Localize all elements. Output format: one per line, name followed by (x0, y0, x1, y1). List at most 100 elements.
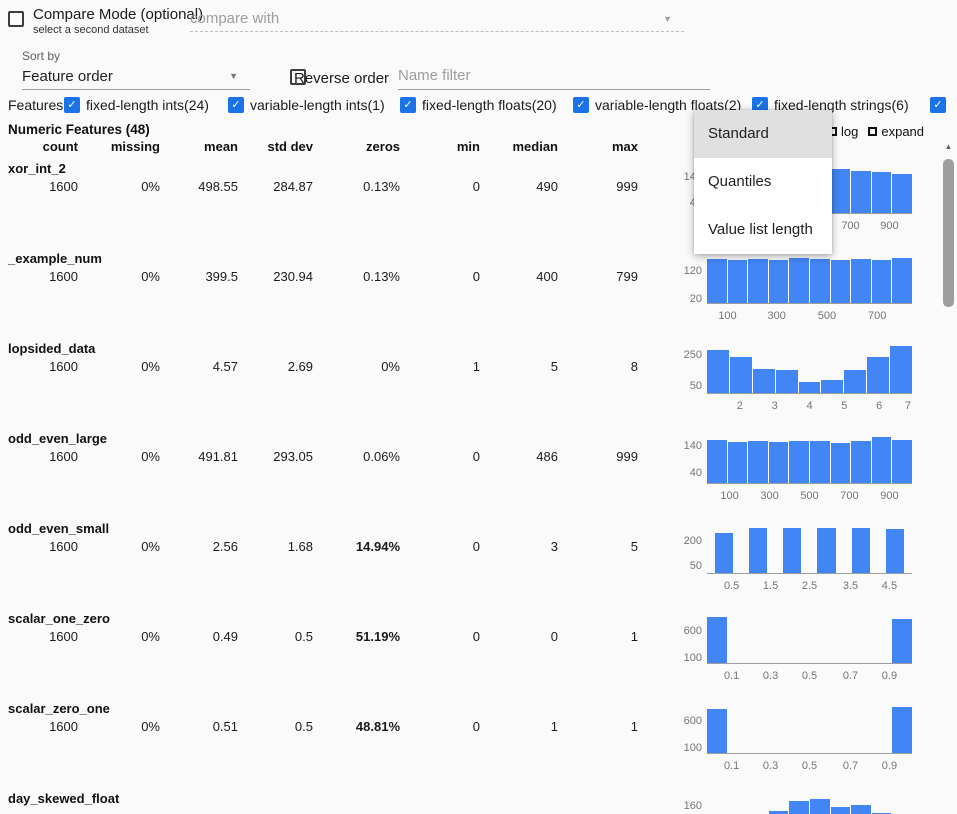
feature-row-odd-even-small: odd_even_small 1600 0% 2.56 1.68 14.94% 0 3 5 200… (0, 515, 924, 605)
scrollbar-thumb[interactable] (943, 159, 954, 307)
menu-item-standard[interactable]: Standard (694, 110, 832, 158)
feature-type-filter-item[interactable] (930, 96, 952, 114)
stat-std-dev: 2.69 (287, 359, 313, 374)
feature-type-checkbox[interactable] (400, 97, 416, 113)
feature-type-filters: fixed-length ints(24) variable-length int… (0, 96, 957, 114)
histogram-plot (707, 345, 913, 394)
histogram-bar (892, 707, 912, 753)
feature-type-label: fixed-length ints(24) (86, 97, 209, 113)
stat-std-dev: 284.87 (273, 179, 313, 194)
compare-mode-checkbox[interactable] (8, 11, 24, 27)
features-filter-label: Features: (8, 97, 68, 113)
histogram-bar (798, 382, 821, 393)
scrollbar-up-icon[interactable]: ▲ (944, 142, 953, 151)
column-header-std-dev: std dev (267, 139, 313, 154)
histogram-bar (830, 169, 851, 213)
stat-count: 1600 (49, 449, 78, 464)
y-axis-label: 50 (689, 559, 702, 572)
feature-type-checkbox[interactable] (752, 97, 768, 113)
stat-count: 1600 (49, 719, 78, 734)
expand-toggle[interactable]: expand (868, 124, 924, 139)
histogram-chart: 16040 (648, 795, 953, 814)
log-toggle[interactable]: log (828, 124, 858, 139)
stat-mean: 498.55 (198, 179, 238, 194)
x-axis-label: 7 (904, 400, 911, 412)
feature-type-filter-variable-length-ints-1[interactable]: variable-length ints(1) (228, 96, 385, 114)
feature-name: scalar_zero_one (8, 701, 110, 716)
stat-min: 0 (472, 269, 480, 284)
stat-mean: 4.57 (212, 359, 238, 374)
feature-type-label: variable-length ints(1) (250, 97, 385, 113)
histogram-plot (707, 795, 912, 814)
histogram-bar (768, 811, 789, 814)
histogram-bar (871, 260, 892, 303)
section-title: Numeric Features (48) (8, 122, 150, 137)
feature-type-checkbox[interactable] (573, 97, 589, 113)
histogram-bar (752, 369, 775, 393)
stat-zeros: 51.19% (355, 629, 400, 644)
feature-type-filter-fixed-length-ints-24[interactable]: fixed-length ints(24) (64, 96, 209, 114)
stat-zeros: 14.94% (355, 539, 400, 554)
feature-row-lopsided-data: lopsided_data 1600 0% 4.57 2.69 0% 1 5 8 250 50 2 3 4… (0, 335, 924, 425)
x-axis-label: 5 (841, 400, 848, 412)
reverse-order-checkbox[interactable] (290, 69, 307, 85)
sort-order-select[interactable]: Feature order ▼ (22, 63, 250, 90)
feature-type-filter-variable-length-floats-2[interactable]: variable-length floats(2) (573, 96, 741, 114)
reverse-order-label: Reverse order (294, 70, 390, 87)
stat-missing: 0% (141, 539, 160, 554)
y-axis-label: 20 (689, 292, 702, 305)
compare-mode-label: Compare Mode (optional) (33, 6, 204, 23)
scrollbar-track[interactable]: ▲ (940, 139, 957, 814)
compare-mode-sublabel: select a second dataset (33, 24, 149, 36)
stat-missing: 0% (141, 359, 160, 374)
feature-type-checkbox[interactable] (64, 97, 80, 113)
x-axis-label: 1.5 (762, 580, 779, 592)
histogram-bar (830, 260, 851, 303)
x-axis-label: 2 (736, 400, 743, 412)
compare-dataset-select[interactable]: compare with ▼ (190, 6, 684, 32)
feature-name: odd_even_small (8, 521, 110, 536)
stat-median: 3 (550, 539, 558, 554)
stat-max: 5 (630, 539, 638, 554)
stat-std-dev: 1.68 (287, 539, 313, 554)
menu-item-quantiles[interactable]: Quantiles (694, 158, 832, 206)
histogram-bar (892, 440, 912, 483)
stat-min: 0 (472, 179, 480, 194)
feature-row-day-skewed-float: day_skewed_float16040 (0, 785, 924, 814)
x-axis-label: 0.3 (762, 760, 779, 772)
chart-type-menu: Standard Quantiles Value list length (694, 110, 832, 254)
feature-type-checkbox[interactable] (228, 97, 244, 113)
stat-max: 1 (630, 629, 638, 644)
feature-type-checkbox[interactable] (930, 97, 946, 113)
chart-options: log expand (828, 124, 924, 139)
stat-std-dev: 0.5 (294, 629, 313, 644)
histogram-bar (775, 370, 798, 393)
stat-missing: 0% (141, 269, 160, 284)
stat-median: 486 (536, 449, 558, 464)
histogram-bar (817, 528, 836, 573)
histogram-chart: 600 100 0.1 0.3 0.5 0.7 0.9 (648, 705, 953, 785)
menu-item-value-list-length[interactable]: Value list length (694, 206, 832, 254)
histogram-bar (707, 440, 727, 483)
stat-count: 1600 (49, 539, 78, 554)
feature-type-filter-fixed-length-floats-20[interactable]: fixed-length floats(20) (400, 96, 557, 114)
stat-min: 0 (472, 719, 480, 734)
histogram-plot (707, 615, 912, 664)
x-axis-label: 0.7 (842, 670, 859, 682)
x-axis-label: 700 (867, 310, 887, 322)
name-filter-input[interactable] (398, 62, 710, 90)
feature-row-scalar-one-zero: scalar_one_zero 1600 0% 0.49 0.5 51.19% 0 0 1 600… (0, 605, 924, 695)
x-axis-label: 3 (771, 400, 778, 412)
stat-median: 400 (536, 269, 558, 284)
x-axis-label: 100 (718, 310, 737, 322)
histogram-bar (830, 443, 851, 483)
histogram-bar (748, 441, 768, 483)
x-axis-label: 0.7 (842, 760, 859, 772)
histogram-bar (783, 528, 802, 573)
y-axis-label: 120 (683, 265, 702, 278)
expand-label: expand (881, 124, 925, 139)
column-header-max: max (611, 139, 638, 154)
stat-zeros: 0.13% (363, 269, 400, 284)
feature-type-filter-fixed-length-strings-6[interactable]: fixed-length strings(6) (752, 96, 909, 114)
histogram-bar (871, 172, 892, 213)
